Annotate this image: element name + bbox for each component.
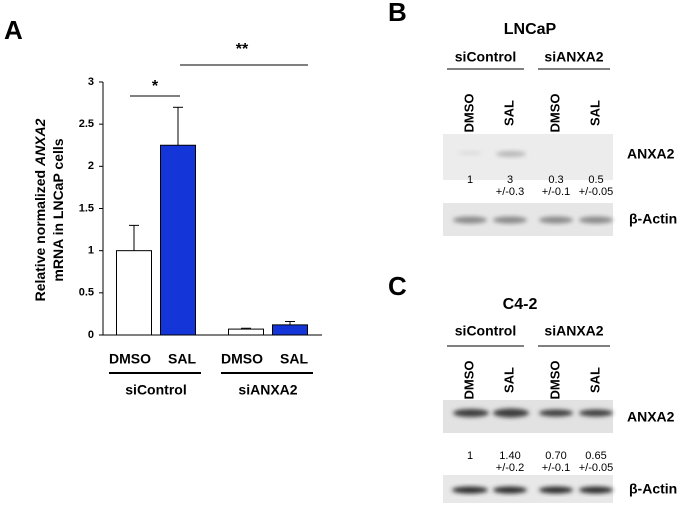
quant-value: 0.70 <box>545 450 566 462</box>
y-tick-label: 2.5 <box>79 118 94 130</box>
quant-value: 1.40 <box>499 450 520 462</box>
y-label-text: Relative normalized <box>32 166 48 301</box>
quant-sd: +/-0.1 <box>542 186 570 198</box>
panel-label: A <box>4 15 23 45</box>
band-label: β-Actin <box>629 481 677 497</box>
y-axis-label: Relative normalized ANXA2 mRNA in LNCaP c… <box>32 118 66 301</box>
blot <box>443 134 613 180</box>
bar <box>228 328 264 336</box>
quant-sd: +/-0.05 <box>579 462 614 474</box>
lane-label: DMSO <box>547 361 562 400</box>
bar <box>116 250 152 336</box>
group-label: siANXA2 <box>544 49 603 65</box>
group-label: siControl <box>455 323 516 339</box>
y-label-gene: ANXA2 <box>32 118 48 167</box>
group-label: siANXA2 <box>544 323 603 339</box>
lane-label: SAL <box>501 367 516 393</box>
panel-label: C <box>388 271 407 301</box>
lane-label: SAL <box>587 367 602 393</box>
y-tick-label: 2 <box>88 160 94 172</box>
band <box>458 151 482 155</box>
quant-value: 1 <box>467 174 473 186</box>
significance: * <box>152 78 159 95</box>
quant-value: 1 <box>467 450 473 462</box>
lane-label: DMSO <box>461 361 476 400</box>
y-label-text: mRNA in LNCaP cells <box>50 138 66 281</box>
quant-sd: +/-0.2 <box>496 462 524 474</box>
blot-title: C4-2 <box>503 296 538 313</box>
band-label: β-Actin <box>629 211 677 227</box>
quant-value: 3 <box>507 174 513 186</box>
quant-sd: +/-0.1 <box>542 462 570 474</box>
band-label: ANXA2 <box>627 409 675 425</box>
lane-label: DMSO <box>461 94 476 133</box>
y-tick-label: 3 <box>88 76 94 88</box>
x-tick-label: SAL <box>168 351 196 367</box>
blot-images <box>443 134 613 503</box>
quant-value: 0.65 <box>585 450 606 462</box>
quant-sd: +/-0.05 <box>579 186 614 198</box>
y-tick-label: 0 <box>88 329 94 341</box>
blot-title: LNCaP <box>504 21 557 38</box>
y-tick-label: 0.5 <box>79 287 94 299</box>
band-label: ANXA2 <box>627 146 675 162</box>
lane-label: DMSO <box>547 94 562 133</box>
group-label: siANXA2 <box>238 382 297 398</box>
panel-label: B <box>388 0 407 27</box>
y-tick-label: 1.5 <box>79 202 94 214</box>
band <box>496 151 526 157</box>
lane-label: SAL <box>501 100 516 126</box>
x-tick-label: DMSO <box>109 351 151 367</box>
bar <box>160 144 196 336</box>
y-tick-label: 1 <box>88 245 94 257</box>
x-tick-label: DMSO <box>221 351 263 367</box>
quant-value: 0.5 <box>588 174 603 186</box>
lane-label: SAL <box>587 100 602 126</box>
significance: ** <box>236 41 249 58</box>
quant-sd: +/-0.3 <box>496 186 524 198</box>
x-tick-label: SAL <box>280 351 308 367</box>
group-label: siControl <box>125 382 186 398</box>
quant-value: 0.3 <box>548 174 563 186</box>
bar <box>272 324 308 336</box>
group-label: siControl <box>455 49 516 65</box>
